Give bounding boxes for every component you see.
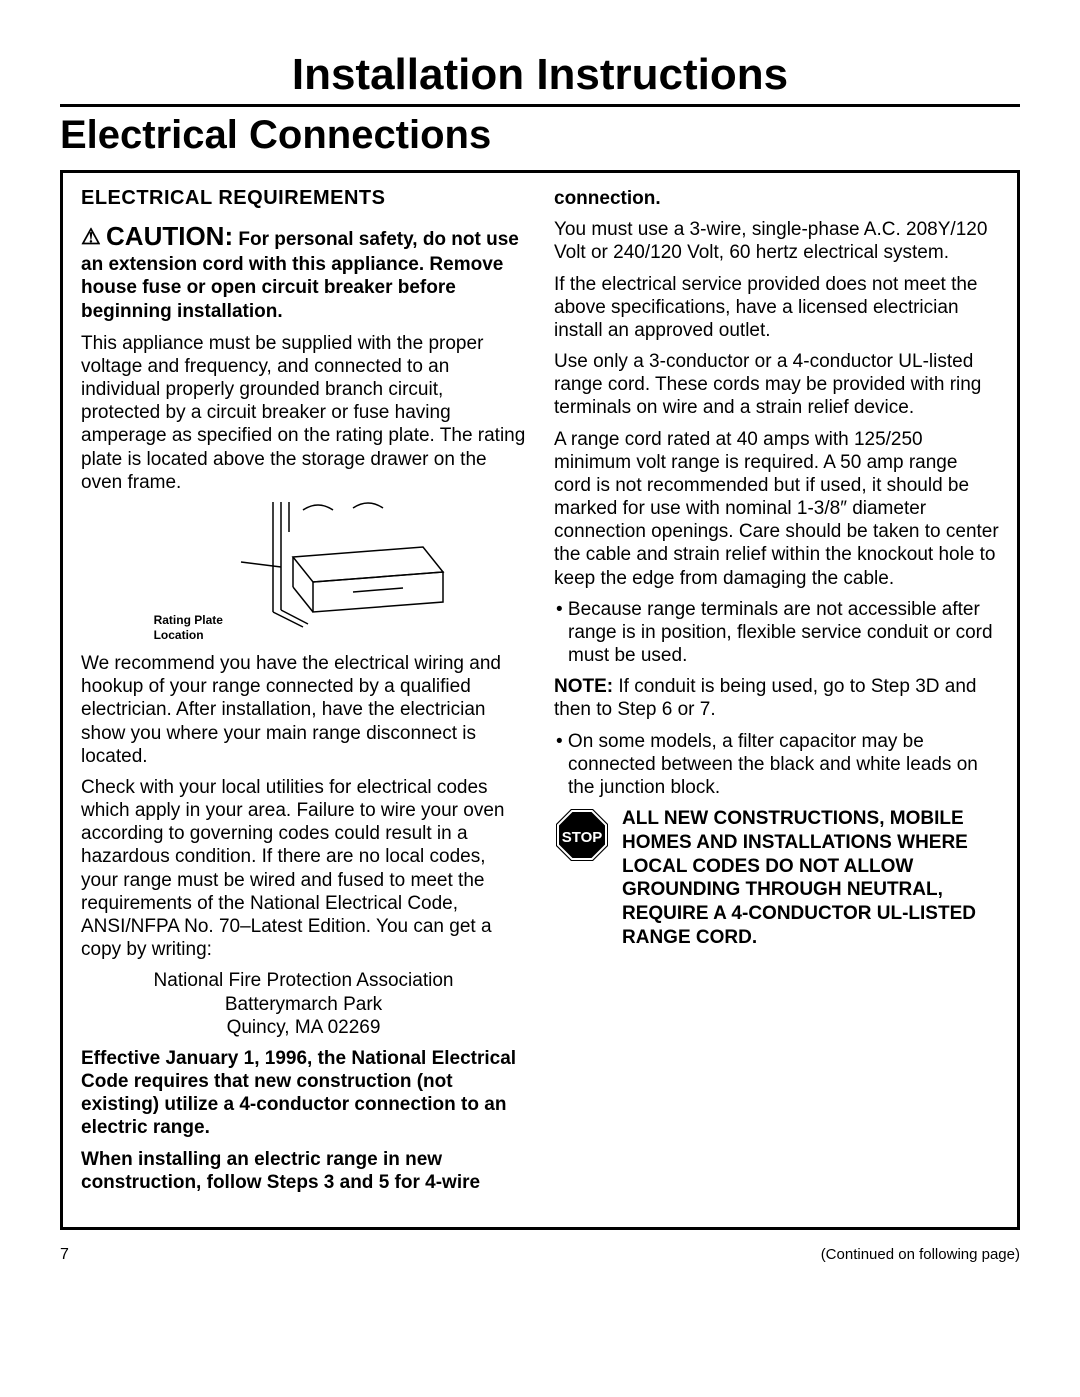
paragraph: We recommend you have the electrical wir… <box>81 652 526 768</box>
paragraph: If the electrical service provided does … <box>554 273 999 343</box>
stop-word: STOP <box>562 829 603 846</box>
bullet-item: • On some models, a filter capacitor may… <box>554 730 999 800</box>
main-title: Installation Instructions <box>60 50 1020 100</box>
paragraph-bold: Effective January 1, 1996, the National … <box>81 1047 526 1140</box>
address-line: Batterymarch Park <box>225 994 382 1015</box>
address-block: National Fire Protection Association Bat… <box>81 969 526 1039</box>
warning-icon: ⚠ <box>81 224 101 249</box>
diagram-label-line2: Location <box>154 628 204 642</box>
diagram-label: Rating Plate Location <box>154 613 223 642</box>
subtitle: Electrical Connections <box>60 113 1020 158</box>
note-label: NOTE: <box>554 676 613 697</box>
footer: 7 (Continued on following page) <box>60 1246 1020 1268</box>
diagram-label-line1: Rating Plate <box>154 613 223 627</box>
paragraph: This appliance must be supplied with the… <box>81 332 526 494</box>
note-text: If conduit is being used, go to Step 3D … <box>554 676 976 720</box>
drawer-illustration-icon <box>233 502 453 632</box>
paragraph: A range cord rated at 40 amps with 125/2… <box>554 428 999 590</box>
caution-word: CAUTION: <box>106 221 233 251</box>
horizontal-rule <box>60 104 1020 107</box>
stop-text: ALL NEW CONSTRUCTIONS, MOBILE HOMES AND … <box>622 807 999 950</box>
stop-sign-icon: STOP <box>554 807 610 863</box>
page: Installation Instructions Electrical Con… <box>0 0 1080 1308</box>
paragraph: You must use a 3-wire, single-phase A.C.… <box>554 218 999 264</box>
note-line: NOTE: If conduit is being used, go to St… <box>554 675 999 721</box>
content-box: ELECTRICAL REQUIREMENTS ⚠ CAUTION: For p… <box>60 170 1020 1230</box>
paragraph: Use only a 3-conductor or a 4-conductor … <box>554 350 999 420</box>
address-line: Quincy, MA 02269 <box>227 1017 381 1038</box>
continued-note: (Continued on following page) <box>821 1246 1020 1263</box>
caution-block: ⚠ CAUTION: For personal safety, do not u… <box>81 220 526 324</box>
stop-block: STOP ALL NEW CONSTRUCTIONS, MOBILE HOMES… <box>554 807 999 950</box>
bullet-item: • Because range terminals are not access… <box>554 598 999 668</box>
rating-plate-diagram: Rating Plate Location <box>81 502 526 642</box>
section-heading: ELECTRICAL REQUIREMENTS <box>81 187 526 210</box>
page-number: 7 <box>60 1246 69 1263</box>
address-line: National Fire Protection Association <box>154 970 454 991</box>
paragraph: Check with your local utilities for elec… <box>81 776 526 961</box>
